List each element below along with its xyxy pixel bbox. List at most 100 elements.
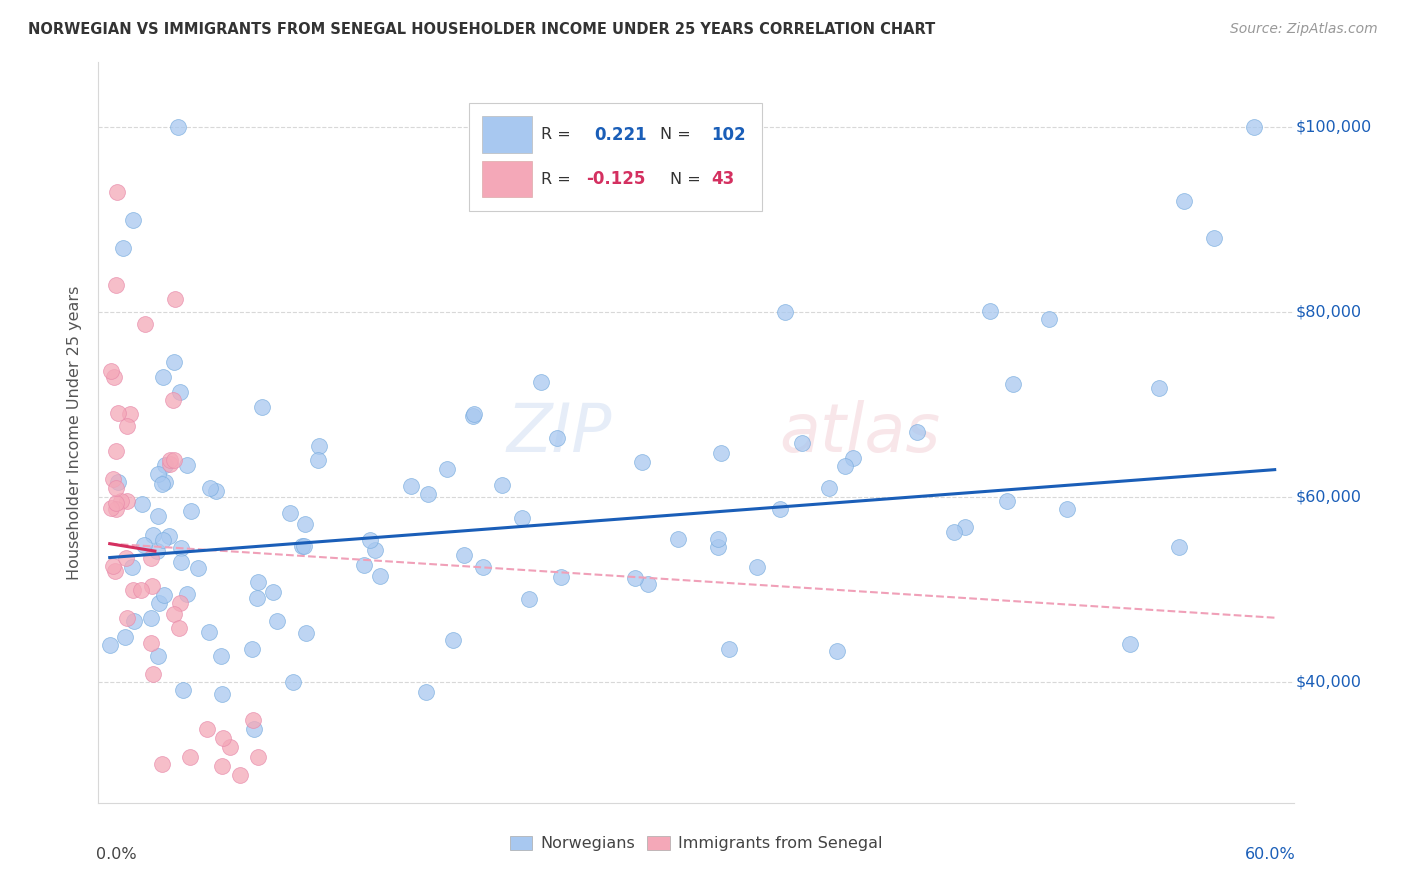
Point	[292, 539, 315, 553]
Text: ZIP: ZIP	[508, 400, 613, 466]
Point	[105, 444, 128, 458]
Point	[146, 508, 169, 523]
Point	[364, 543, 387, 558]
Point	[1038, 312, 1060, 326]
Text: $100,000: $100,000	[1296, 120, 1372, 135]
Text: -0.125: -0.125	[586, 170, 645, 188]
Text: Source: ZipAtlas.com: Source: ZipAtlas.com	[1230, 22, 1378, 37]
Point	[107, 407, 129, 421]
Point	[159, 453, 181, 467]
Point	[295, 625, 318, 640]
Point	[141, 551, 163, 566]
Point	[443, 632, 465, 647]
Point	[100, 500, 122, 515]
Text: R =: R =	[541, 172, 571, 187]
Point	[209, 648, 232, 663]
Point	[979, 303, 1001, 318]
Point	[115, 551, 138, 566]
Text: 43: 43	[711, 170, 735, 188]
Point	[463, 408, 485, 422]
Point	[152, 756, 174, 771]
Point	[1173, 194, 1195, 209]
Point	[623, 571, 645, 585]
Point	[1147, 381, 1170, 395]
Point	[150, 476, 173, 491]
Point	[153, 458, 176, 472]
Point	[169, 384, 191, 399]
Point	[242, 722, 264, 736]
Point	[101, 559, 124, 574]
Point	[114, 630, 136, 644]
Point	[101, 472, 124, 486]
Point	[1243, 120, 1265, 135]
FancyBboxPatch shape	[482, 117, 533, 153]
Text: 102: 102	[711, 126, 747, 144]
Y-axis label: Householder Income Under 25 years: Householder Income Under 25 years	[67, 285, 83, 580]
Point	[707, 540, 730, 554]
Point	[294, 516, 316, 531]
Point	[775, 305, 797, 319]
Point	[247, 574, 270, 589]
Point	[100, 363, 122, 377]
Point	[163, 355, 186, 369]
Text: $80,000: $80,000	[1296, 305, 1362, 320]
Point	[142, 667, 165, 681]
Point	[169, 596, 191, 610]
Point	[157, 529, 180, 543]
Point	[105, 185, 128, 199]
Point	[169, 541, 191, 555]
Text: N =: N =	[669, 172, 700, 187]
Point	[141, 611, 163, 625]
Point	[115, 494, 138, 508]
Point	[353, 558, 375, 573]
Point	[246, 591, 269, 606]
Point	[180, 504, 202, 518]
Point	[842, 450, 865, 465]
Point	[637, 577, 659, 591]
Point	[112, 240, 135, 255]
Point	[792, 436, 814, 450]
Point	[211, 758, 233, 772]
Point	[530, 375, 553, 389]
Text: 60.0%: 60.0%	[1246, 847, 1296, 863]
Point	[307, 453, 329, 467]
Point	[104, 565, 127, 579]
Point	[105, 277, 128, 292]
Point	[198, 481, 221, 495]
Point	[205, 483, 228, 498]
Point	[399, 479, 422, 493]
Point	[152, 370, 174, 384]
Text: 0.0%: 0.0%	[96, 847, 136, 863]
Point	[240, 642, 263, 657]
Point	[187, 561, 209, 575]
Text: $40,000: $40,000	[1296, 675, 1362, 690]
Legend: Norwegians, Immigrants from Senegal: Norwegians, Immigrants from Senegal	[503, 830, 889, 858]
Point	[252, 400, 274, 414]
Point	[163, 607, 186, 621]
Point	[710, 445, 733, 459]
Point	[134, 318, 156, 332]
Text: 0.221: 0.221	[595, 126, 647, 144]
Point	[281, 674, 304, 689]
Point	[141, 579, 163, 593]
Point	[368, 569, 391, 583]
Text: atlas: atlas	[779, 400, 941, 466]
FancyBboxPatch shape	[470, 103, 762, 211]
Point	[153, 588, 176, 602]
Point	[118, 407, 141, 421]
Point	[212, 731, 235, 745]
Point	[176, 458, 198, 473]
Point	[107, 475, 129, 489]
Point	[172, 682, 194, 697]
Point	[167, 120, 190, 135]
Point	[179, 749, 201, 764]
Point	[115, 419, 138, 434]
Point	[146, 467, 169, 481]
Point	[1202, 231, 1225, 245]
Point	[436, 461, 458, 475]
Point	[717, 642, 740, 657]
Point	[122, 583, 145, 598]
Point	[666, 533, 689, 547]
Point	[211, 687, 233, 701]
Point	[1001, 376, 1024, 391]
